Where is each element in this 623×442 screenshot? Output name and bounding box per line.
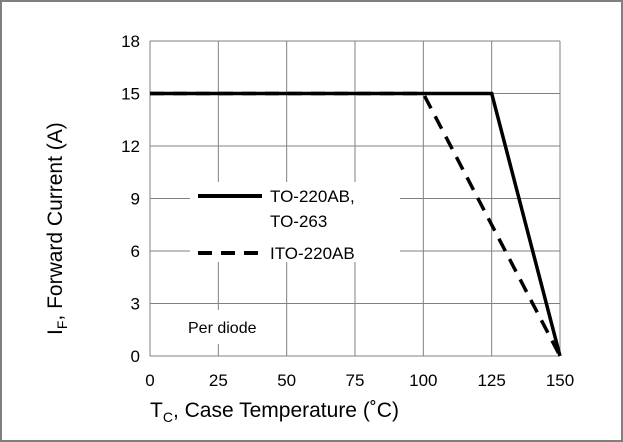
x-axis-title-rest: , Case Temperature (˚C) [173,399,399,422]
x-tick-label: 25 [209,371,228,390]
series-line-1 [150,91,562,357]
y-tick-label: 0 [131,347,140,366]
x-tick-label: 75 [346,371,365,390]
y-axis-title-rest: , Forward Current (A) [44,122,67,320]
legend-label-series-1-line-2: TO-263 [270,212,327,231]
y-tick-label: 9 [131,190,140,209]
y-axis-title-main: I [44,329,67,335]
x-tick-label: 150 [546,371,574,390]
legend-label-series-1-line-1: TO-220AB, [270,187,355,206]
y-tick-labels: 0 3 6 9 12 15 18 [121,32,140,366]
x-tick-label: 0 [145,371,154,390]
x-tick-labels: 0 25 50 75 100 125 150 [145,371,574,390]
y-tick-label: 6 [131,242,140,261]
series-line-2 [150,91,562,357]
y-axis-title: IF, Forward Current (A) [44,122,70,335]
x-tick-label: 125 [477,371,505,390]
y-tick-label: 3 [131,295,140,314]
series-layer [150,91,562,357]
x-axis-title-main: T [150,399,163,422]
y-tick-label: 18 [121,32,140,51]
y-tick-label: 15 [121,85,140,104]
annotation-per-diode: Per diode [188,320,257,337]
x-tick-label: 100 [409,371,437,390]
x-axis-title: TC, Case Temperature (˚C) [150,399,399,425]
legend-label-series-2: ITO-220AB [270,244,355,263]
x-axis-title-subscript: C [163,409,173,425]
legend: TO-220AB, TO-263 ITO-220AB [190,182,400,263]
annotation-background [174,310,284,344]
x-tick-label: 50 [277,371,296,390]
y-tick-label: 12 [121,137,140,156]
y-axis-title-subscript: F [54,321,70,330]
